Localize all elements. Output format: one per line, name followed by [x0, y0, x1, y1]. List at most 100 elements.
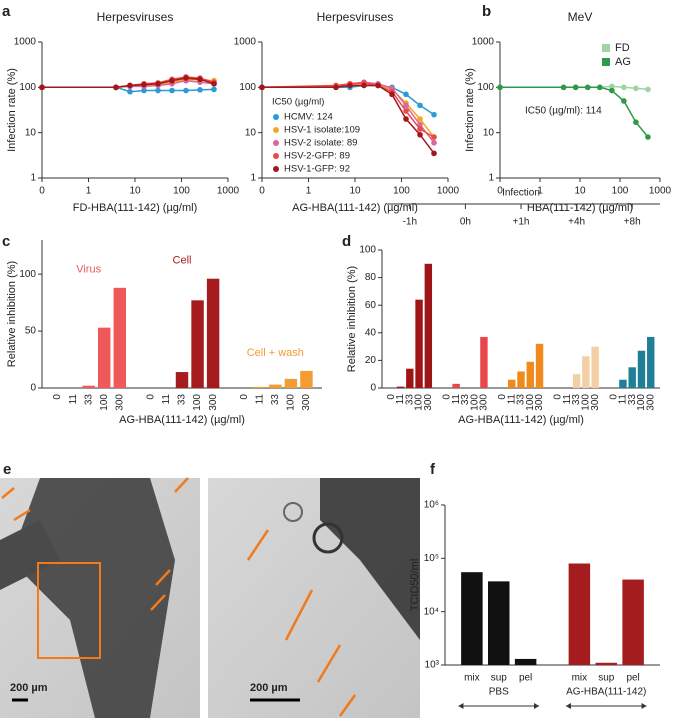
x-tick-label: 33 — [460, 394, 471, 406]
legend-marker — [273, 114, 279, 120]
x-tick-label: 33 — [404, 394, 415, 406]
x-tick-label: pel — [519, 673, 532, 684]
bar — [619, 379, 627, 388]
x-tick-label: 10 — [129, 186, 141, 197]
x-tick-label: 100 — [173, 186, 190, 197]
y-tick-label: 10⁴ — [424, 606, 439, 617]
data-point — [431, 111, 437, 118]
x-tick-label: 0 — [497, 394, 508, 400]
x-tick-label: 0 — [608, 394, 619, 400]
x-tick-label: 33 — [627, 394, 638, 406]
x-tick-label: 300 — [208, 394, 219, 411]
data-point — [584, 84, 591, 91]
y-axis-label: Relative inhibition (%) — [6, 261, 18, 367]
data-point — [403, 108, 409, 114]
x-tick-label: 11 — [451, 394, 462, 405]
legend-label: FD — [615, 42, 630, 54]
y-axis-label: Infection rate (%) — [6, 68, 18, 152]
y-tick-label: 20 — [365, 355, 377, 366]
x-axis-label: AG-HBA(111-142) (µg/ml) — [458, 414, 584, 426]
x-axis-label: AG-HBA(111-142) (µg/ml) — [292, 202, 418, 214]
panel-label: a — [2, 3, 11, 20]
legend-marker — [602, 58, 610, 66]
bar — [424, 263, 433, 388]
x-tick-label: 100 — [192, 394, 203, 411]
x-tick-label: 100 — [393, 186, 410, 197]
x-tick-label: 100 — [581, 394, 592, 411]
data-point — [113, 84, 119, 91]
y-tick-label: 40 — [365, 327, 377, 338]
data-point — [431, 139, 437, 146]
bar — [535, 343, 544, 388]
y-tick-label: 1000 — [234, 37, 257, 48]
x-tick-label: 11 — [395, 394, 406, 405]
fiber-bundle — [0, 520, 60, 590]
bar — [591, 346, 599, 388]
x-axis-label: HBA(111-142) (µg/ml) — [527, 202, 633, 214]
data-point — [39, 84, 45, 91]
chart-title: Herpesviruses — [97, 10, 174, 24]
y-tick-label: 0 — [370, 383, 376, 394]
y-tick-label: 100 — [477, 82, 494, 93]
bar — [488, 581, 510, 665]
x-tick-label: 100 — [286, 394, 297, 411]
x-tick-label: 0 — [442, 394, 453, 400]
chart-title: Herpesviruses — [317, 10, 394, 24]
y-tick-label: 10⁶ — [424, 500, 439, 511]
x-tick-label: 100 — [612, 186, 629, 197]
x-tick-label: 300 — [301, 394, 312, 411]
data-point — [361, 82, 367, 89]
y-tick-label: 60 — [365, 300, 377, 311]
data-point — [389, 91, 395, 98]
x-tick-label: 100 — [636, 394, 647, 411]
x-tick-label: 0 — [39, 186, 45, 197]
data-point — [183, 87, 189, 94]
x-tick-label: 0 — [259, 186, 265, 197]
x-tick-label: 0 — [239, 394, 250, 400]
bar — [480, 336, 488, 388]
x-tick-label: 300 — [114, 394, 125, 411]
group-label: -1h — [403, 217, 417, 228]
x-tick-label: 300 — [645, 394, 656, 411]
data-point — [403, 102, 409, 109]
x-tick-label: mix — [464, 673, 480, 684]
bar — [461, 572, 483, 665]
x-tick-label: 1 — [537, 186, 543, 197]
y-tick-label: 1 — [30, 173, 36, 184]
bar — [82, 385, 95, 388]
bar — [647, 336, 655, 388]
bar — [269, 384, 282, 388]
timeline-label: Infection — [502, 188, 540, 199]
fiber-bundle — [10, 478, 175, 718]
data-point — [621, 84, 627, 91]
bar — [628, 367, 636, 388]
data-point — [259, 84, 265, 91]
bar — [396, 386, 405, 388]
x-tick-label: 100 — [99, 394, 110, 411]
data-point — [375, 82, 381, 89]
x-tick-label: 1 — [86, 186, 92, 197]
y-tick-label: 80 — [365, 272, 377, 283]
x-axis-label: AG-HBA(111-142) (µg/ml) — [119, 414, 245, 426]
data-point — [609, 87, 615, 94]
legend-marker — [273, 153, 279, 159]
data-point — [403, 91, 409, 98]
x-tick-label: 11 — [254, 394, 265, 405]
legend-label: HSV-1-GFP: 92 — [284, 164, 350, 175]
bar — [113, 287, 126, 388]
group-label: +4h — [568, 217, 585, 228]
group-label: +8h — [624, 217, 641, 228]
data-point — [621, 98, 627, 104]
data-point — [197, 76, 203, 83]
x-tick-label: 10 — [574, 186, 586, 197]
legend-marker — [273, 140, 279, 146]
y-tick-label: 1000 — [14, 37, 37, 48]
annotation: IC50 (µg/ml): 114 — [525, 106, 602, 117]
bar — [637, 350, 646, 388]
bar — [284, 378, 298, 388]
y-tick-label: 100 — [19, 269, 36, 280]
data-point — [211, 80, 217, 87]
y-axis-label: TCID50/ml — [409, 559, 421, 612]
x-tick-label: 11 — [506, 394, 517, 405]
